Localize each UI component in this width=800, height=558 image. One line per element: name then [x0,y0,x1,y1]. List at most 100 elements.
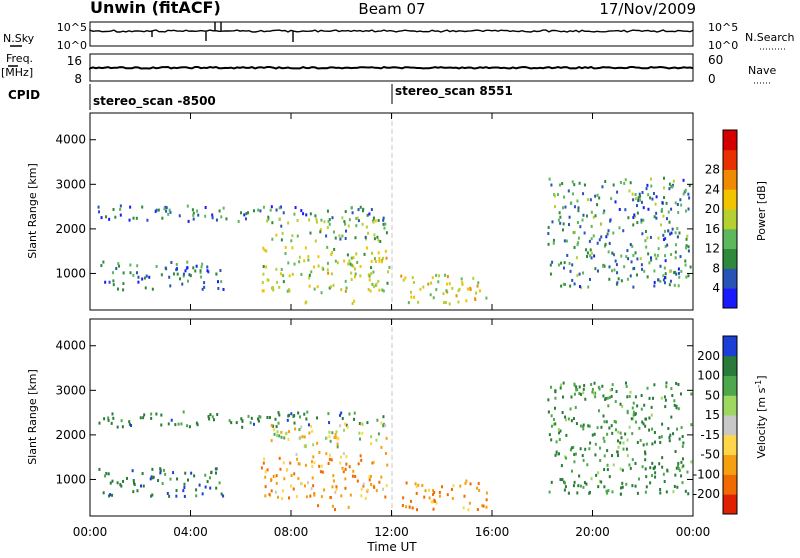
velocity-echo-cell [155,412,158,416]
power-echo-cell [175,263,178,267]
velocity-echo-cell [201,492,204,496]
power-echo-cell [586,254,589,258]
velocity-echo-cell [266,468,269,472]
power-echo-cell [624,178,627,182]
power-echo-cell [267,215,270,219]
power-echo-cell [270,205,273,209]
velocity-colorbar-segment [723,415,737,436]
power-echo-cell [641,267,644,271]
power-echo-cell [307,255,310,259]
power-echo-cell [606,232,609,236]
velocity-echo-cell [610,387,613,391]
power-echo-cell [192,211,195,215]
velocity-echo-cell [415,491,418,495]
power-ylabel: Slant Range [km] [26,163,39,259]
velocity-echo-cell [573,460,576,464]
power-echo-cell [673,283,676,287]
velocity-echo-cell [150,412,153,416]
power-echo-cell [560,284,563,288]
power-echo-cell [629,274,632,278]
power-echo-cell [667,210,670,214]
velocity-echo-cell [215,486,218,490]
velocity-echo-cell [572,417,575,421]
power-echo-cell [374,219,377,223]
power-echo-cell [647,252,650,256]
velocity-echo-cell [432,492,435,496]
nsearch-tick-low: 10^0 [708,39,738,52]
velocity-echo-cell [311,429,314,433]
velocity-echo-cell [588,424,591,428]
velocity-echo-cell [220,492,223,496]
velocity-echo-cell [482,504,485,508]
power-echo-cell [294,206,297,210]
power-echo-cell [629,181,632,185]
velocity-echo-cell [385,436,388,440]
velocity-echo-cell [678,468,681,472]
velocity-echo-cell [319,470,322,474]
power-echo-cell [349,262,352,266]
velocity-echo-cell [281,489,284,493]
velocity-echo-cell [550,414,553,418]
velocity-echo-cell [465,479,468,483]
velocity-echo-cell [564,418,567,422]
power-echo-cell [578,272,581,276]
velocity-echo-cell [559,383,562,387]
velocity-echo-cell [615,390,618,394]
power-echo-cell [442,292,445,296]
power-echo-cell [262,289,265,293]
power-echo-cell [344,279,347,283]
velocity-echo-cell [582,391,585,395]
velocity-echo-cell [669,433,672,437]
velocity-echo-cell [631,432,634,436]
velocity-echo-cell [485,491,488,495]
velocity-y-tick-label: 3000 [55,383,86,397]
power-echo-cell [114,215,117,219]
velocity-echo-cell [634,461,637,465]
power-echo-cell [636,257,639,261]
power-echo-cell [687,245,690,249]
velocity-echo-cell [617,453,620,457]
velocity-echo-cell [664,398,667,402]
power-echo-cell [549,272,552,276]
time-tick-label: 00:00 [676,525,711,539]
station-title: Unwin (fitACF) [90,0,221,17]
power-echo-cell [596,193,599,197]
velocity-echo-cell [303,412,306,416]
velocity-echo-cell [328,453,331,457]
date-title: 17/Nov/2009 [599,0,696,18]
velocity-echo-cell [296,457,299,461]
power-echo-cell [317,264,320,268]
power-echo-cell [431,276,434,280]
power-echo-cell [594,214,597,218]
velocity-echo-cell [342,452,345,456]
velocity-echo-cell [485,505,488,509]
velocity-echo-cell [195,494,198,498]
power-echo-cell [387,270,390,274]
power-echo-cell [384,222,387,226]
velocity-echo-cell [186,478,189,482]
power-echo-cell [108,217,111,221]
power-echo-cell [364,235,367,239]
power-echo-cell [645,187,648,191]
velocity-echo-cell [653,430,656,434]
velocity-echo-cell [216,412,219,416]
velocity-echo-cell [259,415,262,419]
power-echo-cell [444,273,447,277]
power-echo-cell [632,285,635,289]
velocity-echo-cell [560,464,563,468]
velocity-echo-cell [564,485,567,489]
velocity-echo-cell [277,411,280,415]
velocity-echo-cell [128,420,131,424]
velocity-echo-cell [660,435,663,439]
power-echo-cell [350,206,353,210]
power-echo-cell [347,262,350,266]
velocity-echo-cell [622,441,625,445]
power-echo-cell [684,259,687,263]
power-echo-cell [211,213,214,217]
velocity-echo-cell [360,487,363,491]
velocity-echo-cell [573,382,576,386]
power-echo-cell [215,272,218,276]
power-echo-cell [354,272,357,276]
power-echo-cell [179,277,182,281]
velocity-echo-cell [279,467,282,471]
